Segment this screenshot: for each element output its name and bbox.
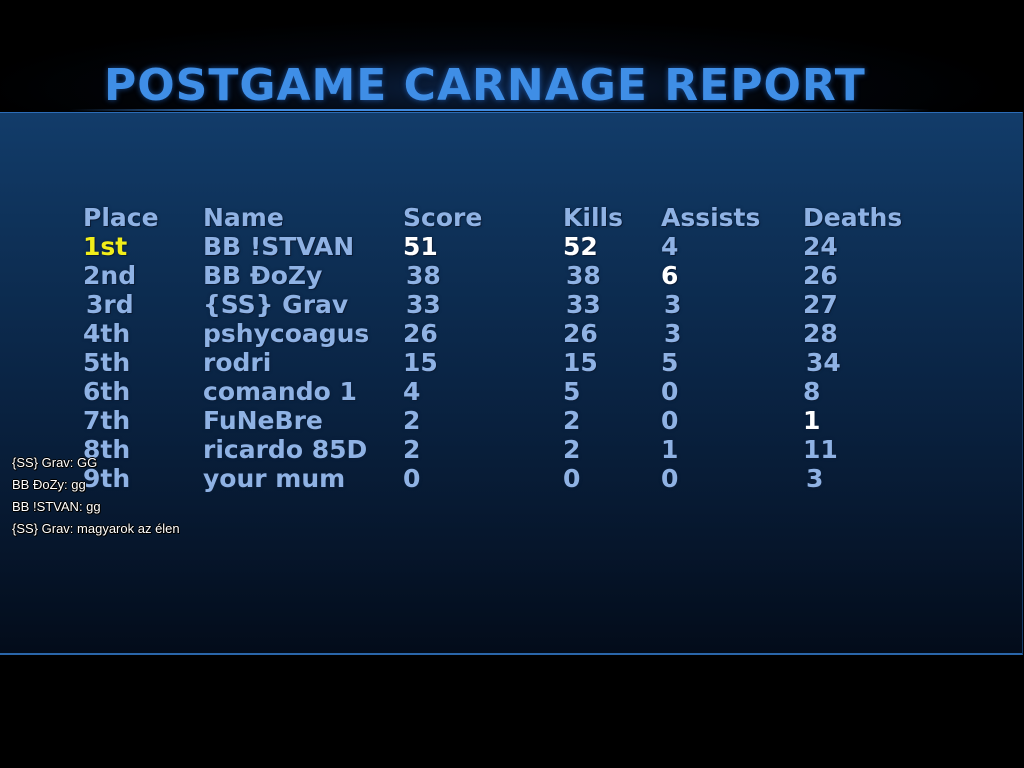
kills-cell: 52 [563,232,598,261]
kills-cell: 33 [566,290,601,319]
scoreboard-panel [0,112,1023,655]
place-cell: 2nd [83,261,137,290]
place-cell: 7th [83,406,131,435]
place-cell: 6th [83,377,131,406]
player-name-cell: BB ĐoZy [203,261,323,290]
header-kills: Kills [563,203,623,232]
score-cell: 33 [406,290,441,319]
deaths-cell: 26 [803,261,838,290]
score-cell: 0 [403,464,421,493]
assists-cell: 1 [661,435,679,464]
deaths-cell: 28 [803,319,838,348]
deaths-cell: 1 [803,406,821,435]
deaths-cell: 24 [803,232,838,261]
kills-cell: 38 [566,261,601,290]
score-cell: 2 [403,435,421,464]
page-title: POSTGAME CARNAGE REPORT [104,60,866,111]
deaths-cell: 34 [806,348,841,377]
chat-log: {SS} Grav: GG BB ĐoZy: gg BB !STVAN: gg … [12,452,332,542]
place-cell: 5th [83,348,131,377]
assists-cell: 0 [661,377,679,406]
player-name-cell: pshycoagus [203,319,370,348]
player-name-cell: {SS} Grav [203,290,349,319]
title-divider [70,109,930,111]
assists-cell: 3 [664,290,682,319]
player-name-cell: FuNeBre [203,406,323,435]
player-name-cell: comando 1 [203,377,357,406]
chat-message: {SS} Grav: magyarok az élen [12,521,180,536]
chat-message: BB !STVAN: gg [12,499,101,514]
header-score: Score [403,203,483,232]
player-name-cell: ricardo 85D [203,435,368,464]
score-cell: 2 [403,406,421,435]
score-cell: 26 [403,319,438,348]
kills-cell: 0 [563,464,581,493]
deaths-cell: 27 [803,290,838,319]
kills-cell: 2 [563,406,581,435]
chat-message: {SS} Grav: GG [12,455,98,470]
place-cell: 1st [83,232,128,261]
player-name-cell: rodri [203,348,272,377]
score-cell: 51 [403,232,438,261]
player-name-cell: BB !STVAN [203,232,355,261]
kills-cell: 2 [563,435,581,464]
kills-cell: 15 [563,348,598,377]
deaths-cell: 11 [803,435,838,464]
deaths-cell: 8 [803,377,821,406]
assists-cell: 0 [661,406,679,435]
title-band: POSTGAME CARNAGE REPORT [0,0,1024,112]
player-name-cell: your mum [203,464,346,493]
assists-cell: 5 [661,348,679,377]
chat-message: BB ĐoZy: gg [12,477,86,492]
kills-cell: 5 [563,377,581,406]
place-cell: 4th [83,319,131,348]
header-place: Place [83,203,159,232]
header-name: Name [203,203,284,232]
header-deaths: Deaths [803,203,903,232]
score-cell: 38 [406,261,441,290]
assists-cell: 4 [661,232,679,261]
deaths-cell: 3 [806,464,824,493]
score-cell: 4 [403,377,421,406]
place-cell: 3rd [86,290,134,319]
kills-cell: 26 [563,319,598,348]
place-cell: 9th [83,464,131,493]
assists-cell: 6 [661,261,679,290]
place-cell: 8th [83,435,131,464]
assists-cell: 0 [661,464,679,493]
assists-cell: 3 [664,319,682,348]
header-assists: Assists [661,203,761,232]
score-cell: 15 [403,348,438,377]
